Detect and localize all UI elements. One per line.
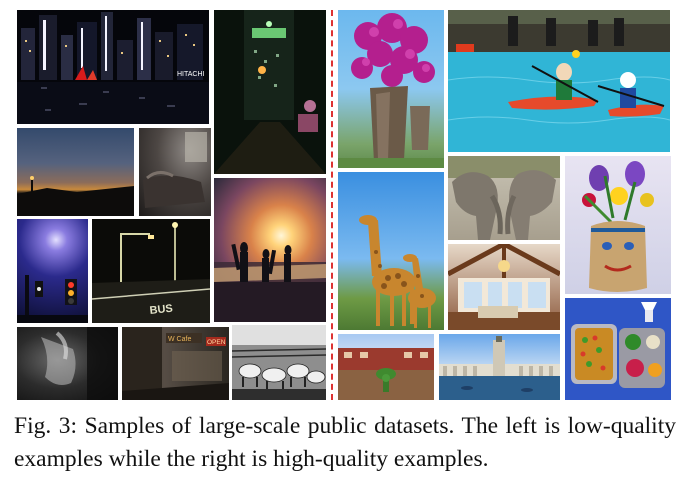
cafe-sign-text: W Cafe	[168, 336, 191, 343]
photo-dusk-road	[17, 128, 134, 216]
photo-purple-flowers	[338, 10, 444, 168]
dataset-samples-figure: HITACHI	[17, 10, 671, 400]
photo-surfers-sunset	[214, 178, 326, 322]
photo-elephants	[448, 156, 560, 240]
photo-night-street-tower	[214, 10, 326, 174]
open-sign-text: OPEN	[207, 339, 226, 346]
photo-flower-vase	[565, 156, 671, 294]
figure-caption: Fig. 3: Samples of large-scale public da…	[14, 413, 676, 472]
photo-bento-lunch	[565, 298, 671, 400]
photo-wood-interior	[448, 244, 560, 330]
photo-bus-lane-night: BUS	[92, 219, 210, 323]
photo-cafe-street: W Cafe OPEN	[122, 327, 229, 400]
hitachi-sign-text: HITACHI	[177, 71, 205, 78]
photo-lake-monument	[439, 334, 560, 400]
photo-streetlamp-night	[17, 219, 88, 323]
photo-giraffes	[338, 172, 444, 330]
dataset-divider	[331, 10, 333, 400]
photo-garden-hydrant	[338, 334, 434, 400]
bus-lane-marking: BUS	[149, 303, 173, 317]
photo-bw-cattle	[232, 325, 326, 400]
photo-dim-bedroom	[139, 128, 211, 216]
photo-blurry-figure	[17, 327, 118, 400]
photo-night-skyline: HITACHI	[17, 10, 209, 124]
photo-kayak-pool	[448, 10, 670, 152]
